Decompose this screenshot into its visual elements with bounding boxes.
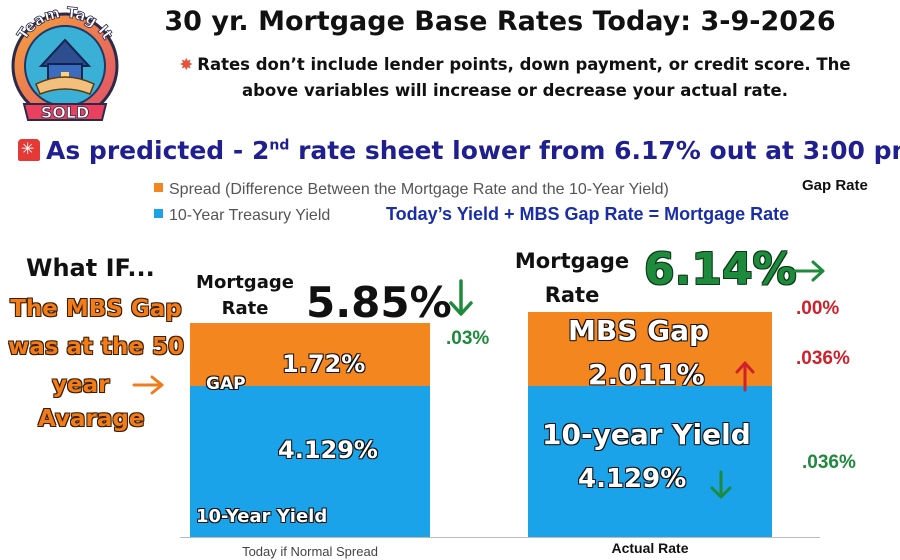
left-gap-value: 1.72% — [282, 350, 366, 378]
left-category-label: Today if Normal Spread — [242, 544, 378, 559]
right-mortgage-label-2: Rate — [544, 283, 600, 307]
prediction-prefix: As predicted - 2 — [46, 136, 270, 165]
disclaimer-text: Rates don’t include lender points, down … — [197, 55, 851, 100]
whatif-heading: What IF... — [26, 254, 155, 282]
left-rate-change: .03% — [446, 328, 490, 349]
gap-rate-note: Gap Rate — [802, 177, 868, 194]
right-mortgage-rate: 6.14% — [644, 244, 797, 295]
right-yield-value: 4.129% — [578, 464, 687, 494]
arrow-right-icon — [132, 374, 166, 401]
bar-left-spread — [190, 322, 430, 386]
arrow-down-icon — [708, 470, 734, 505]
legend-treasury: 10-Year Treasury Yield — [154, 207, 330, 225]
bar-right-treasury — [528, 385, 772, 537]
prediction-sup: nd — [269, 137, 290, 154]
logo-badge-text: SOLD — [41, 103, 90, 122]
left-mortgage-label-2: Rate — [221, 298, 269, 319]
burst-icon: ✸ — [179, 55, 194, 74]
right-yield-label: 10-year Yield — [542, 418, 751, 451]
prediction-suffix: rate sheet lower from 6.17% out at 3:00 … — [289, 136, 900, 165]
rate-formula: Today’s Yield + MBS Gap Rate = Mortgage … — [386, 204, 790, 224]
left-gap-label: GAP — [206, 374, 246, 394]
siren-icon — [18, 139, 40, 161]
right-mortgage-label-1: Mortgage — [514, 249, 630, 273]
legend-spread-label: Spread (Difference Between the Mortgage … — [169, 181, 669, 198]
right-mortgage-label: Mortgage Rate — [502, 244, 642, 312]
left-yield-label: 10-Year Yield — [196, 506, 328, 527]
page-title: 30 yr. Mortgage Base Rates Today: 3-9-20… — [164, 6, 836, 37]
legend-swatch-spread — [154, 183, 163, 192]
right-mbs-gap-label: MBS Gap — [568, 314, 710, 347]
legend-spread: Spread (Difference Between the Mortgage … — [154, 181, 669, 199]
whatif-line-4: Avarage — [38, 406, 145, 432]
arrow-right-icon — [792, 258, 828, 289]
left-mortgage-rate: 5.85% — [306, 278, 452, 327]
right-category-label: Actual Rate — [611, 540, 689, 556]
whatif-line-2: was at the 50 — [8, 334, 184, 360]
right-mbs-gap-value: 2.011% — [588, 358, 705, 391]
left-yield-value: 4.129% — [278, 436, 378, 464]
left-mortgage-label-1: Mortgage — [196, 272, 294, 293]
x-axis-line — [180, 537, 820, 538]
arrow-down-icon — [448, 278, 474, 323]
disclaimer: ✸ Rates don’t include lender points, down… — [170, 52, 860, 104]
left-mortgage-label: Mortgage Rate — [190, 270, 300, 322]
team-tag-it-logo: SOLD Team Tag It — [6, 3, 124, 126]
legend-swatch-treasury — [154, 209, 163, 218]
legend-treasury-label: 10-Year Treasury Yield — [169, 207, 331, 224]
prediction-line: As predicted - 2nd rate sheet lower from… — [18, 136, 900, 165]
bar-right-spread — [528, 312, 772, 386]
arrow-up-icon — [734, 360, 756, 397]
bar-left-treasury — [190, 385, 430, 537]
whatif-line-3: year — [52, 372, 110, 398]
whatif-line-1: The MBS Gap — [10, 296, 182, 322]
right-yield-change: .036% — [802, 452, 856, 473]
right-gap-change: .00% — [796, 298, 840, 319]
right-mbs-gap-change: .036% — [796, 348, 850, 369]
